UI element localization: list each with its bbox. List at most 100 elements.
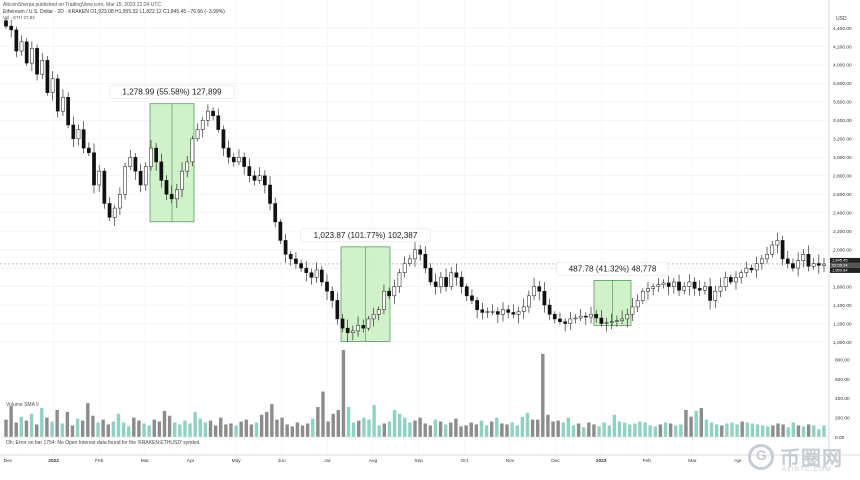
candle [149,147,153,167]
volume-bar [525,412,530,437]
volume-bar [106,424,110,437]
candle [102,170,107,204]
candle [754,263,759,271]
volume-bar [786,427,790,437]
watermark-url: ALIBTC.COM [782,466,832,473]
volume-bar [791,422,796,437]
last-price-tag [830,262,860,268]
watermark-logo-icon: G [748,444,774,470]
volume-bar [127,426,131,437]
volume-bar [265,411,269,437]
volume-bar [423,423,427,437]
volume-bar [259,414,264,437]
volume-bar [628,424,632,437]
candle [14,29,19,52]
candle [796,260,800,269]
candle [547,304,552,315]
volume-bar [760,425,765,437]
volume-bar [561,422,565,437]
volume-bar [270,404,274,437]
volume-bar [249,424,254,437]
volume-bar [551,421,555,437]
volume-bar [674,425,678,437]
candle [697,288,702,291]
volume-bar [311,418,315,437]
volume-bar [290,426,294,437]
candle [480,309,485,313]
volume-bar [658,424,663,437]
volume-bar [668,423,673,437]
price-tick-label: 3,800.00 [833,81,852,87]
volume-bar [397,413,402,437]
volume-bar [377,425,381,437]
candle [542,290,547,306]
candles [4,17,826,342]
candle [558,318,562,322]
currency-label: USD [836,16,847,22]
price-tick-label: 2,000.00 [833,247,852,253]
candle [666,282,671,287]
candle [81,129,86,149]
time-tick-label: Mar [141,458,150,464]
candle [739,272,744,278]
volume-bar [694,410,698,437]
volume-legend[interactable]: Volume SMA 9 [6,402,39,408]
volume-bar [520,416,525,437]
candle [24,41,29,64]
volume-bar [449,422,453,437]
volume-bar [208,420,213,437]
volume-bar [254,422,259,437]
candle [459,277,464,287]
candle [237,157,241,163]
volume-bar [351,422,356,437]
candle [599,317,604,324]
volume-bar [622,422,627,437]
candle [143,166,148,186]
candle [521,306,526,312]
candle [278,221,283,241]
volume-bar [812,425,816,437]
measurement-labels: 1,278.99 (55.58%) 127,899 1,023.87 (101.7… [109,85,669,276]
time-tick-label: Feb [95,458,104,464]
measurement-label: 487.78 (41.32%) 48,778 [569,264,657,273]
volume-bar [167,415,172,437]
volume-tick-label: 600.00 [835,377,850,383]
candle [816,263,821,266]
volume-bar [597,426,601,437]
symbol-legend[interactable]: Ethereum / U.S. Dollar · 2D · KRAKEN O1,… [3,9,225,15]
candle [433,281,438,287]
time-tick-label: Jul [324,458,330,464]
time-tick-label: Apr [187,458,195,464]
candle [356,325,360,332]
volume-bar [617,421,622,437]
candle [485,311,490,313]
candle [511,312,516,315]
volume-bar [45,417,49,437]
candle [9,25,14,31]
candle [402,263,407,273]
time-tick-label: Mar [688,458,697,464]
candle [4,20,8,27]
candle [407,258,412,264]
volume-bar [19,416,24,437]
candle [361,325,366,329]
time-tick-label: May [232,458,242,464]
candle [454,272,459,278]
candle [672,281,676,287]
volume-bar [65,411,70,437]
candle [211,110,215,116]
time-tick-label: Oct [461,458,469,464]
volume-bar [116,413,121,437]
candle [242,157,247,167]
candle [428,267,433,283]
volume-bar [101,419,105,437]
volume-bar [382,423,387,437]
volume-bar [607,425,611,437]
indicator-legend[interactable]: Vol · ETH 27.84 [3,15,35,20]
candle [552,314,557,320]
volume-bar [576,423,581,437]
last-price-label: 02:05:34 [832,263,848,268]
candle [206,110,210,121]
volume-bar [178,424,182,437]
